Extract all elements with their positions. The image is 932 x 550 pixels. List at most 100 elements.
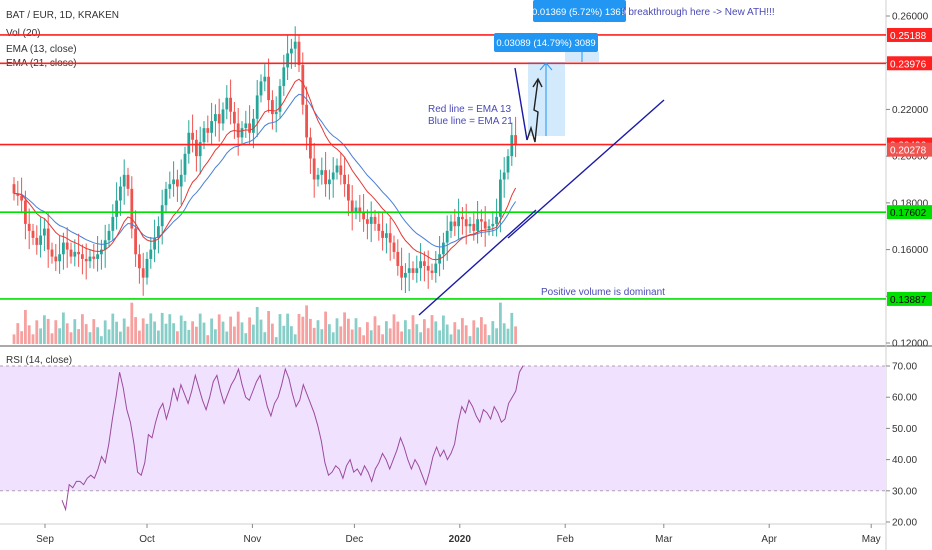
candle-body — [255, 95, 259, 119]
volume-bar — [415, 324, 419, 344]
candle-body — [449, 221, 453, 231]
candle-body — [278, 86, 282, 112]
volume-bar — [312, 327, 316, 344]
x-tick-label: Sep — [36, 534, 54, 545]
volume-bar — [483, 324, 487, 344]
candle-body — [328, 179, 331, 185]
rsi-tick-label: 70.00 — [892, 362, 917, 373]
volume-bar — [65, 323, 69, 344]
volume-bar — [366, 322, 369, 344]
x-tick-label: 2020 — [449, 534, 472, 545]
candle-body — [457, 216, 460, 227]
volume-bar — [62, 312, 65, 344]
volume-bar — [115, 321, 118, 344]
volume-bar — [20, 331, 23, 344]
volume-bar — [286, 313, 289, 344]
candle-body — [210, 121, 213, 133]
level-price-tag — [887, 205, 932, 220]
candle-body — [126, 174, 130, 189]
volume-bar — [122, 318, 126, 344]
candle-body — [312, 158, 316, 180]
trend-channel-line — [507, 99, 665, 239]
volume-bar — [88, 332, 92, 344]
candle-body — [206, 128, 210, 133]
candle-body — [274, 111, 278, 115]
rsi-tick-label: 30.00 — [892, 486, 917, 497]
volume-bar — [27, 325, 31, 344]
volume-bar — [331, 332, 335, 344]
candle-body — [442, 242, 445, 255]
measure-arrow-head — [539, 62, 553, 71]
candle-body — [138, 254, 141, 269]
volume-bar — [476, 327, 479, 344]
candle-body — [12, 184, 16, 194]
candle-body — [464, 219, 468, 227]
volume-bar — [468, 336, 472, 344]
candle-body — [111, 216, 115, 231]
volume-bar — [487, 335, 491, 344]
candle-body — [366, 219, 369, 224]
projection-arrow-head — [532, 77, 543, 88]
candle-body — [244, 123, 248, 129]
price-tick-label: 0.26000 — [892, 12, 929, 23]
volume-bar — [377, 325, 381, 344]
candle-body — [487, 226, 491, 229]
candle-body — [176, 179, 179, 187]
x-tick-label: Nov — [244, 534, 262, 545]
candle-body — [259, 81, 263, 96]
volume-bar — [141, 318, 145, 344]
rsi-tick-label: 60.00 — [892, 393, 917, 404]
volume-bar — [499, 302, 502, 344]
candle-body — [62, 242, 65, 255]
volume-bar — [58, 328, 61, 344]
annotation-ema13: Red line = EMA 13 — [428, 104, 512, 115]
volume-bar — [225, 331, 229, 344]
chart-title: BAT / EUR, 1D, KRAKEN — [6, 10, 119, 21]
measure-label-box — [533, 0, 626, 22]
candle-body — [373, 216, 377, 224]
price-tick-label: 0.20000 — [892, 152, 929, 163]
volume-bar — [461, 318, 464, 344]
candle-body — [160, 205, 164, 227]
volume-bar — [453, 322, 457, 344]
candle-body — [77, 251, 80, 255]
volume-bar — [100, 336, 103, 344]
volume-bar — [301, 316, 305, 344]
candle-body — [297, 41, 301, 66]
volume-bar — [343, 312, 346, 344]
volume-bar — [472, 320, 476, 344]
volume-bar — [434, 321, 438, 344]
level-price-label: 0.25188 — [890, 31, 927, 42]
candle-body — [103, 240, 107, 250]
volume-bar — [176, 331, 179, 344]
volume-bar — [305, 305, 308, 344]
volume-bar — [388, 328, 392, 344]
rsi-legend: RSI (14, close) — [6, 355, 73, 366]
rsi-line — [61, 365, 524, 512]
vol-legend: Vol (20) — [6, 28, 41, 39]
volume-bar — [187, 329, 191, 344]
level-price-label: 0.20278 — [890, 146, 927, 157]
volume-bar — [134, 317, 137, 344]
candle-body — [221, 109, 225, 124]
candle-body — [320, 170, 324, 175]
candle-body — [100, 249, 103, 255]
rsi-tick-label: 50.00 — [892, 424, 917, 435]
candle-body — [293, 41, 297, 49]
volume-bar — [442, 315, 445, 344]
candle-body — [453, 221, 457, 227]
volume-bar — [229, 316, 232, 344]
candle-body — [377, 223, 381, 231]
candle-body — [411, 268, 415, 273]
candle-body — [88, 256, 92, 262]
candle-body — [248, 123, 251, 133]
volume-bar — [73, 319, 77, 344]
measure-label: 0.01369 (5.72%) 1369 — [532, 7, 626, 18]
candle-body — [495, 216, 498, 224]
volume-bar — [111, 313, 115, 344]
level-price-tag — [887, 56, 932, 71]
candle-body — [240, 128, 244, 138]
candle-body — [69, 249, 73, 257]
volume-bar — [84, 324, 88, 344]
